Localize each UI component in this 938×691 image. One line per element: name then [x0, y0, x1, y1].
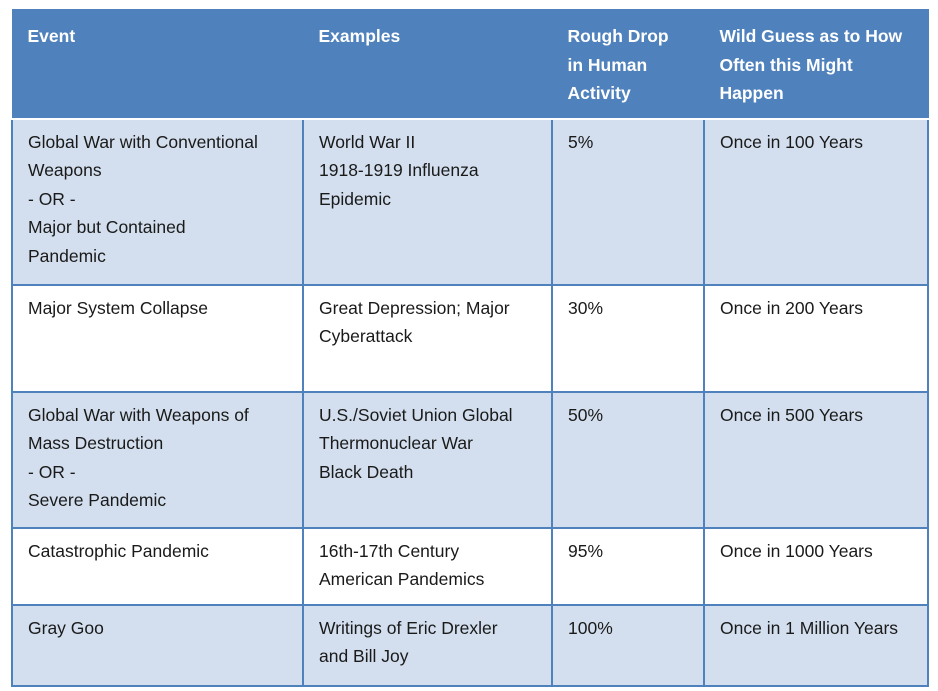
frequency-cell: Once in 200 Years	[703, 283, 929, 393]
frequency-cell: Once in 1 Million Years	[703, 603, 929, 687]
frequency-cell: Once in 1000 Years	[703, 526, 929, 606]
table-row: Major System Collapse Great Depression; …	[11, 283, 929, 393]
drop-cell: 50%	[551, 390, 705, 529]
header-frequency-guess: Wild Guess as to How Often this Might Ha…	[703, 9, 929, 120]
table-row: Catastrophic Pandemic 16th-17th Century …	[11, 526, 929, 606]
drop-cell: 30%	[551, 283, 705, 393]
catastrophe-table: Event Examples Rough Drop in Human Activ…	[11, 9, 929, 687]
event-cell: Global War with Weapons of Mass Destruct…	[11, 390, 304, 529]
examples-cell: Great Depression; Major Cyberattack	[302, 283, 553, 393]
table-row: Global War with Weapons of Mass Destruct…	[11, 390, 929, 529]
header-event: Event	[11, 9, 304, 120]
event-cell: Major System Collapse	[11, 283, 304, 393]
header-examples: Examples	[302, 9, 553, 120]
header-row: Event Examples Rough Drop in Human Activ…	[11, 9, 929, 120]
table-row: Global War with Conventional Weapons - O…	[11, 117, 929, 286]
table-row: Gray Goo Writings of Eric Drexler and Bi…	[11, 603, 929, 687]
header-rough-drop: Rough Drop in Human Activity	[551, 9, 705, 120]
event-cell: Global War with Conventional Weapons - O…	[11, 117, 304, 286]
drop-cell: 100%	[551, 603, 705, 687]
examples-cell: U.S./Soviet Union Global Thermonuclear W…	[302, 390, 553, 529]
drop-cell: 5%	[551, 117, 705, 286]
frequency-cell: Once in 500 Years	[703, 390, 929, 529]
frequency-cell: Once in 100 Years	[703, 117, 929, 286]
examples-cell: 16th-17th Century American Pandemics	[302, 526, 553, 606]
examples-cell: World War II 1918-1919 Influenza Epidemi…	[302, 117, 553, 286]
drop-cell: 95%	[551, 526, 705, 606]
table-container: Event Examples Rough Drop in Human Activ…	[11, 9, 929, 687]
event-cell: Catastrophic Pandemic	[11, 526, 304, 606]
examples-cell: Writings of Eric Drexler and Bill Joy	[302, 603, 553, 687]
event-cell: Gray Goo	[11, 603, 304, 687]
